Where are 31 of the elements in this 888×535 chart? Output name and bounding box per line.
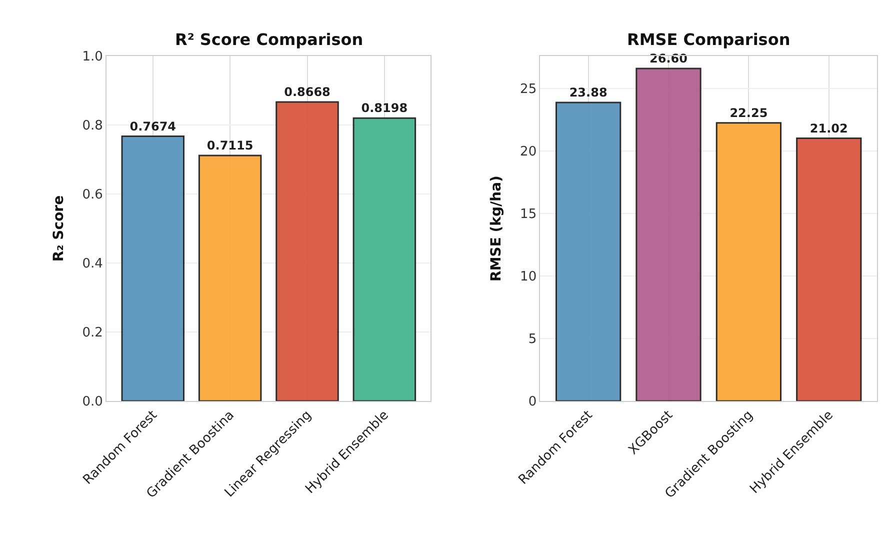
y-tick-label: 0.4 xyxy=(82,256,103,272)
y-tick-label: 15 xyxy=(520,207,537,222)
data-label: 22.25 xyxy=(730,106,768,120)
data-label: 0.8198 xyxy=(361,101,408,116)
chart-title: RMSE Comparison xyxy=(627,30,790,49)
y-tick-label: 0.6 xyxy=(82,188,103,203)
bar xyxy=(121,136,184,401)
bar xyxy=(636,68,702,401)
data-label: 0.8668 xyxy=(284,84,330,99)
data-label: 0.7115 xyxy=(206,138,254,153)
y-tick-label: 0 xyxy=(528,394,537,410)
bar xyxy=(796,138,862,401)
y-tick-label: 25 xyxy=(520,82,537,98)
y-tick-label: 20 xyxy=(520,144,537,160)
bar xyxy=(352,117,416,401)
y-tick-label: 10 xyxy=(520,270,537,285)
chart-title: R² Score Comparison xyxy=(175,30,364,49)
data-label: 23.88 xyxy=(569,86,608,100)
y-tick-label: 0.8 xyxy=(82,118,103,134)
data-label: 21.02 xyxy=(810,121,848,136)
y-axis-title: R₂ Score xyxy=(50,195,67,262)
data-label: 0.7674 xyxy=(130,119,176,134)
y-tick-label: 0.0 xyxy=(82,394,103,410)
bar xyxy=(716,122,782,401)
y-tick-label: 0.2 xyxy=(82,326,103,341)
y-tick-label: 5 xyxy=(528,332,537,348)
bar xyxy=(198,154,262,401)
bar xyxy=(276,101,339,401)
y-axis-title: RMSE (kg/ha) xyxy=(488,176,505,282)
bar xyxy=(555,102,622,401)
y-tick-label: 1.0 xyxy=(82,50,103,65)
